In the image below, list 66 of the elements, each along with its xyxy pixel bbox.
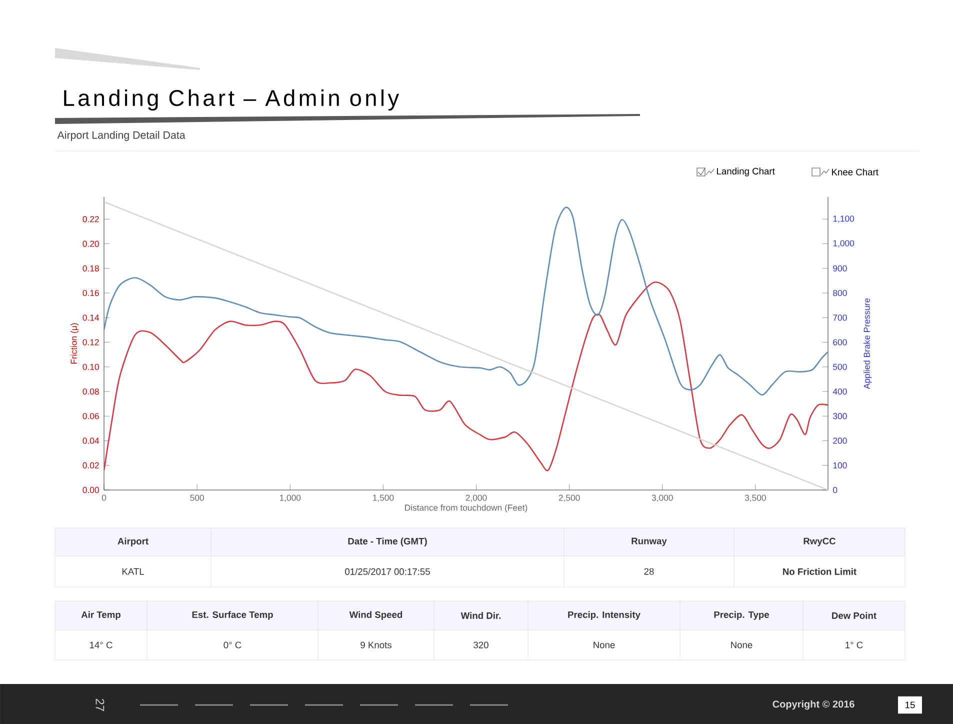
- text: KATL: [122, 568, 144, 575]
- x-tick-label: 2,500: [558, 494, 580, 502]
- text: 9 Knots: [360, 642, 392, 648]
- text: Runway: [632, 538, 667, 546]
- y-tick-label: 0.10: [82, 364, 99, 370]
- y-tick-label: 0.18: [82, 265, 99, 272]
- text: No Friction Limit: [783, 568, 856, 575]
- x-tick-label: 3,500: [744, 494, 766, 502]
- text: 0° C: [224, 642, 242, 648]
- x-tick-label: 1,500: [373, 494, 394, 502]
- text: 14° C: [90, 642, 112, 648]
- x-tick-label: 2,000: [466, 494, 487, 502]
- y-axis-title: Friction (μ): [70, 323, 79, 364]
- x-tick-label: 1,000: [280, 494, 301, 502]
- x-tick-label: 0: [102, 494, 106, 501]
- y2-tick-label: 300: [833, 413, 847, 420]
- text: Air Temp: [81, 611, 120, 620]
- y2-axis-title: Applied Brake Pressure: [864, 298, 872, 389]
- text: 28: [644, 568, 654, 575]
- y2-tick-label: 1,100: [833, 216, 854, 223]
- line-series: [104, 282, 828, 472]
- y-tick-label: 0.08: [82, 388, 99, 395]
- text: Knee Chart: [832, 168, 878, 176]
- text: 27: [96, 698, 104, 712]
- y2-tick-label: 500: [833, 364, 847, 370]
- y2-tick-label: 700: [833, 314, 847, 321]
- y-tick-label: 0.16: [82, 290, 99, 296]
- text: Precip. Intensity: [568, 611, 640, 620]
- x-axis-title: Distance from touchdown (Feet): [405, 504, 528, 512]
- chart-subtitle: Airport Landing Detail Data: [57, 131, 186, 141]
- text: Wind Dir.: [460, 612, 501, 619]
- y2-tick-label: 600: [833, 339, 847, 346]
- text: Wind Speed: [349, 611, 402, 620]
- y2-tick-label: 800: [833, 290, 847, 296]
- y2-tick-label: 900: [833, 265, 847, 272]
- y2-tick-label: 100: [833, 462, 847, 468]
- text: 15: [906, 702, 915, 708]
- text: 1° C: [846, 642, 863, 648]
- text: None: [594, 642, 615, 648]
- text: RwyCC: [804, 538, 836, 546]
- text: Airport: [118, 538, 148, 546]
- y-tick-label: 0.06: [82, 413, 99, 420]
- y-tick-label: 0.14: [82, 314, 100, 321]
- x-tick-label: 500: [190, 494, 204, 501]
- y-tick-label: 0.04: [82, 438, 100, 444]
- text: Date - Time (GMT): [348, 538, 427, 546]
- y2-tick-label: 0: [833, 486, 838, 494]
- y2-tick-label: 200: [833, 438, 847, 444]
- y-tick-label: 0.00: [82, 486, 99, 494]
- text: Dew Point: [832, 612, 876, 619]
- text: Precip. Type: [714, 611, 770, 620]
- text: 320: [474, 642, 488, 648]
- text: 01/25/2017 00:17:55: [345, 568, 430, 575]
- chart-title: Landing Chart – Admin only: [64, 89, 400, 111]
- line-series: [104, 207, 828, 396]
- text: Est. Surface Temp: [192, 611, 273, 620]
- y2-tick-label: 400: [832, 388, 847, 395]
- text: Landing Chart: [717, 168, 775, 176]
- y2-tick-label: 1,000: [833, 240, 854, 248]
- y-tick-label: 0.02: [82, 462, 99, 468]
- y-tick-label: 0.12: [82, 339, 99, 346]
- y-tick-label: 0.20: [82, 240, 99, 247]
- x-tick-label: 3,000: [652, 494, 673, 502]
- text: None: [731, 642, 752, 648]
- y-tick-label: 0.22: [82, 216, 99, 222]
- text: Copyright © 2016: [772, 700, 854, 710]
